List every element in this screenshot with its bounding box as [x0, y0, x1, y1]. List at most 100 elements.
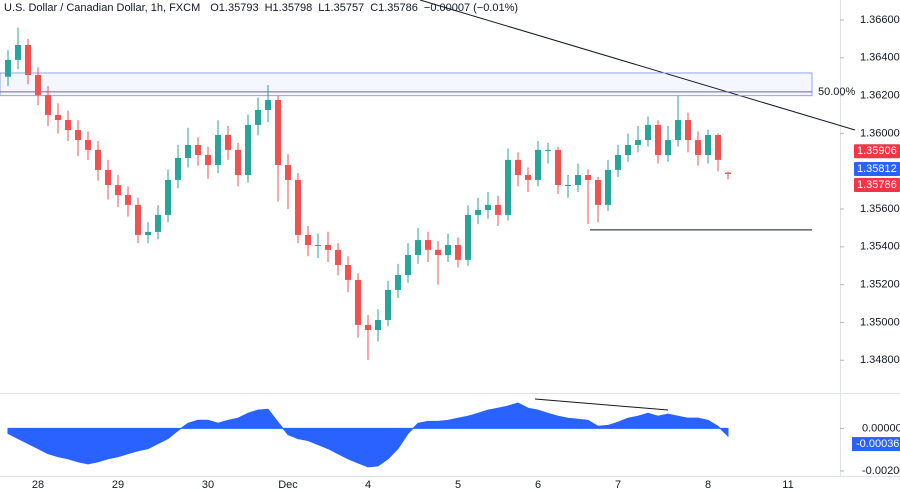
candle-body [445, 244, 451, 255]
y-tick-label: -0.00200 [862, 465, 900, 477]
y-tick-label: 1.36600 [860, 14, 900, 26]
candle-body [125, 195, 131, 205]
candle-body [505, 159, 511, 215]
price-tag-label: 1.35906 [857, 145, 897, 157]
y-tick-label: 1.35200 [860, 279, 900, 291]
current-value-tag [852, 437, 900, 452]
candle-body [455, 244, 461, 260]
x-tick-label: 6 [535, 479, 541, 491]
candle-body [85, 140, 91, 150]
candle-body [535, 149, 541, 180]
trendline [419, 0, 856, 131]
ohlc-label: C1.35786 [370, 2, 418, 14]
candle-body [295, 179, 301, 235]
ohlc-label: H1.35798 [265, 2, 313, 14]
candle-body [525, 175, 531, 180]
candle-body [315, 244, 321, 246]
candle-body [235, 149, 241, 176]
x-tick-label: 28 [32, 479, 44, 491]
candle-body [545, 149, 551, 151]
y-tick-label: 1.36000 [860, 127, 900, 139]
current-value-label: -0.00036 [856, 438, 899, 450]
candle-body [145, 231, 151, 235]
candle-body [595, 179, 601, 205]
candle-body [575, 175, 581, 186]
candle-body [25, 44, 31, 76]
candle-body [165, 179, 171, 215]
candle-body [485, 204, 491, 210]
price-tag [854, 161, 900, 176]
candle-body [65, 120, 71, 131]
candle-body [115, 185, 121, 196]
y-tick-label: 1.34800 [860, 354, 900, 366]
candle-body [105, 169, 111, 186]
candle-body [555, 149, 561, 186]
x-tick-label: 29 [112, 479, 124, 491]
candle-body [705, 134, 711, 155]
candle-body [655, 124, 661, 155]
candle-body [625, 144, 631, 155]
candle-body [635, 140, 641, 145]
candle-body [385, 289, 391, 320]
ohlc-label: −0.00007 (−0.01%) [424, 2, 518, 14]
x-tick-label: 30 [202, 479, 214, 491]
candle-body [225, 134, 231, 150]
candle-body [275, 99, 281, 166]
price-tag-label: 1.35812 [857, 163, 897, 175]
candle-body [305, 234, 311, 245]
candle-body [425, 240, 431, 250]
candle-body [345, 264, 351, 280]
x-tick-label: Dec [278, 479, 298, 491]
y-tick-label: 1.36200 [860, 90, 900, 102]
y-tick-label: 1.36400 [860, 52, 900, 64]
candle-body [715, 134, 721, 160]
candle-body [665, 140, 671, 155]
candle-body [465, 214, 471, 260]
candle-body [135, 204, 141, 235]
candle-body [565, 185, 571, 187]
header: U.S. Dollar / Canadian Dollar, 1h, FXCM … [4, 2, 518, 14]
price-tag [854, 144, 900, 159]
ohlc-label: L1.35757 [318, 2, 364, 14]
candle-body [95, 149, 101, 170]
candle-body [325, 244, 331, 250]
candle-body [405, 254, 411, 276]
y-tick-label: 1.35600 [860, 203, 900, 215]
candle-body [495, 204, 501, 215]
fib-label: 50.00% [818, 86, 856, 98]
candle-body [35, 75, 41, 96]
candle-body [155, 214, 161, 232]
candle-body [645, 124, 651, 141]
candle-body [605, 169, 611, 205]
candle-body [265, 99, 271, 111]
candle-body [475, 209, 481, 215]
candle-body [415, 240, 421, 255]
candle-body [45, 95, 51, 115]
oscillator-area [7, 402, 729, 468]
candle-body [185, 144, 191, 159]
x-tick-label: 5 [455, 479, 461, 491]
candle-body [515, 159, 521, 176]
divergence-line [534, 398, 669, 411]
y-tick-label: 1.35000 [860, 316, 900, 328]
candle-body [585, 175, 591, 180]
x-tick-label: 8 [705, 479, 711, 491]
candle-body [435, 249, 441, 255]
candle-body [175, 158, 181, 180]
candle-body [365, 324, 371, 331]
candle-body [355, 279, 361, 325]
ohlc-label: O1.35793 [210, 2, 258, 14]
candle-body [695, 140, 701, 155]
candle-body [285, 165, 291, 180]
candle-body [725, 172, 731, 174]
x-tick-label: 11 [782, 479, 793, 491]
symbol-title: U.S. Dollar / Canadian Dollar, 1h, FXCM [4, 2, 200, 14]
candle-body [375, 319, 381, 331]
candle-body [75, 130, 81, 141]
candle-body [245, 124, 251, 176]
y-tick-label: 0.00000 [862, 422, 900, 434]
candle-body [395, 275, 401, 290]
candle-body [15, 44, 21, 60]
candle-body [685, 120, 691, 141]
